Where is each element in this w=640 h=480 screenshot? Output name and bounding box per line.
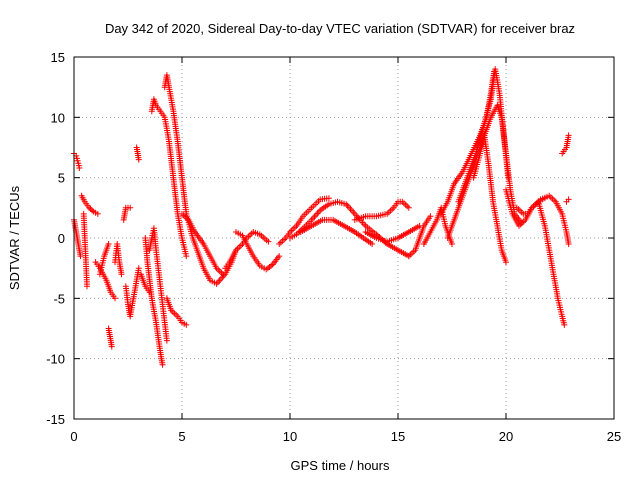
data-point: [127, 204, 134, 211]
data-point: [112, 295, 118, 302]
data-point: [84, 283, 90, 290]
data-point: [561, 321, 568, 328]
data-point: [276, 253, 283, 260]
data-point: [449, 241, 455, 247]
x-tick-label: 15: [391, 429, 405, 444]
plot-frame: [73, 56, 615, 420]
data-point: [163, 337, 170, 344]
y-tick-label: 15: [51, 50, 65, 65]
data-point: [565, 132, 572, 139]
data-layer: [71, 66, 572, 368]
data-point: [505, 174, 512, 181]
x-tick-label: 5: [178, 429, 185, 444]
y-tick-label: 0: [58, 231, 65, 246]
data-point: [565, 241, 572, 247]
chart-title: Day 342 of 2020, Sidereal Day-to-day VTE…: [105, 21, 575, 36]
data-point: [108, 343, 115, 350]
data-point: [503, 259, 509, 266]
x-tick-label: 20: [499, 429, 513, 444]
y-tick-label: -10: [46, 352, 65, 367]
data-point: [325, 195, 332, 202]
data-point: [135, 265, 142, 272]
y-tick-label: 10: [51, 110, 65, 125]
y-tick-label: 5: [58, 171, 65, 186]
data-point: [183, 321, 190, 328]
x-axis-label: GPS time / hours: [291, 458, 390, 473]
y-axis-label: SDTVAR / TECUs: [7, 185, 22, 290]
y-tick-label: -5: [53, 291, 65, 306]
data-point: [369, 241, 376, 247]
data-point: [118, 271, 125, 278]
data-point: [183, 253, 190, 260]
data-point: [220, 271, 226, 278]
data-point: [89, 207, 95, 214]
x-tick-label: 25: [607, 429, 621, 444]
x-tick-label: 10: [283, 429, 297, 444]
data-point: [76, 165, 83, 171]
data-point: [77, 253, 84, 260]
data-point: [565, 196, 572, 203]
x-tick-label: 0: [70, 429, 77, 444]
data-point: [159, 361, 166, 368]
data-point: [405, 204, 412, 211]
data-point: [135, 156, 142, 163]
data-point: [276, 241, 283, 247]
tick-label-layer: 0 5 10 15 20 25 -15 -10 -5 0 5 10 15: [46, 50, 621, 444]
data-point: [427, 213, 434, 220]
data-point: [105, 241, 112, 247]
y-tick-label: -15: [46, 412, 65, 427]
data-point: [265, 238, 272, 245]
data-point: [94, 210, 101, 217]
